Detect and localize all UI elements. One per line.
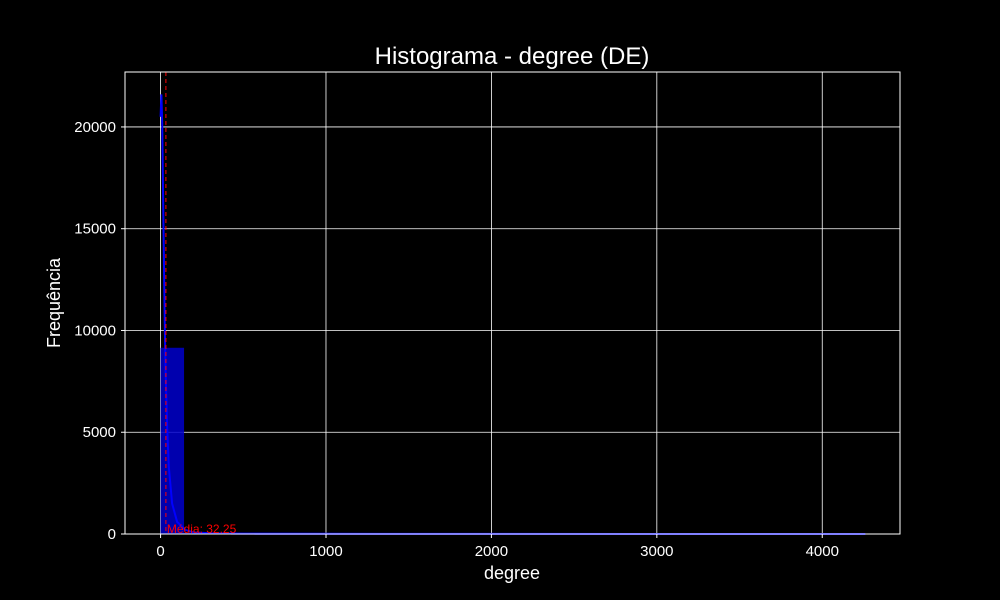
plot-frame <box>124 71 901 535</box>
x-axis-ticks: 0 1000 2000 3000 4000 <box>156 534 839 560</box>
y-axis-label: Frequência <box>44 257 64 348</box>
x-tick-label: 2000 <box>475 543 508 560</box>
y-tick-label: 10000 <box>74 322 116 339</box>
mean-label: Média: 32.25 <box>167 522 237 536</box>
y-tick-label: 15000 <box>74 221 116 238</box>
x-axis-label: degree <box>484 563 540 583</box>
chart-title: Histograma - degree (DE) <box>375 43 650 70</box>
mean-marker: Média: 32.25 <box>165 72 237 536</box>
y-axis-ticks: 0 5000 10000 15000 20000 <box>74 119 125 543</box>
y-tick-label: 20000 <box>74 119 116 136</box>
y-tick-label: 5000 <box>83 424 116 441</box>
x-tick-label: 3000 <box>640 543 673 560</box>
x-tick-label: 0 <box>156 543 164 560</box>
y-tick-label: 0 <box>108 526 116 543</box>
x-tick-label: 4000 <box>806 543 839 560</box>
x-tick-label: 1000 <box>309 543 342 560</box>
